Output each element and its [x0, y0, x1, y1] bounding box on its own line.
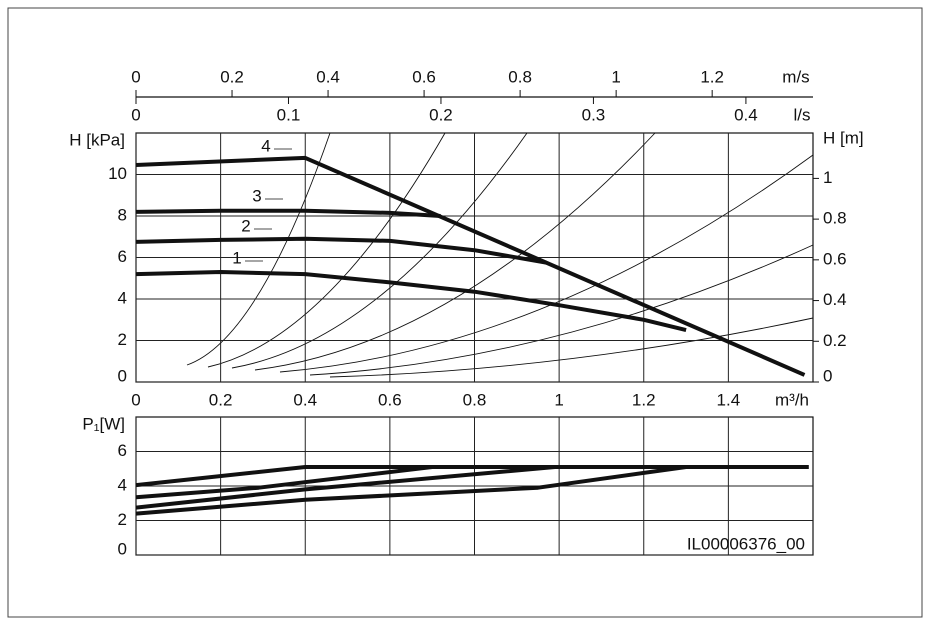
x-tick-label: 0 [131, 390, 140, 409]
curve [135, 236, 547, 265]
y2-tick-label: 0.8 [823, 209, 847, 228]
y-tick-label: 4 [118, 288, 127, 307]
y-tick-label: 2 [118, 330, 127, 349]
y-tick-label: 0 [118, 539, 127, 558]
y2-axis-label: H [m] [823, 128, 864, 147]
y-tick-label: 0 [118, 366, 127, 385]
top-axis-tick-label: 1.2 [700, 67, 724, 86]
y-axis-label: H [kPa] [69, 130, 125, 149]
system-curve [186, 132, 331, 366]
curve-label: 4 [261, 136, 270, 155]
system-curve [279, 154, 814, 373]
curve-label: 3 [252, 186, 261, 205]
curve [135, 465, 433, 500]
curve [135, 465, 809, 488]
x-tick-label: 1 [554, 390, 563, 409]
top-axis-tick-label: 0 [131, 67, 140, 86]
top-axis-tick-label: 0.8 [508, 67, 532, 86]
top-axis-tick-label: 1 [611, 67, 620, 86]
x-tick-label: 1.4 [717, 390, 741, 409]
top-axis-tick-label: 0.4 [734, 105, 758, 124]
x-tick-label: 0.2 [209, 390, 233, 409]
top-axis-label: m/s [782, 67, 809, 86]
system-curves [186, 132, 814, 378]
x-tick-label: 1.2 [632, 390, 656, 409]
top-axis-tick-label: 0.1 [277, 105, 301, 124]
curve [135, 155, 806, 377]
top-axis-tick-label: 0.6 [412, 67, 436, 86]
y2-tick-label: 0 [823, 366, 832, 385]
curve [135, 208, 441, 218]
top-axis-tick-label: 0.2 [220, 67, 244, 86]
top-axis-tick-label: 0.3 [582, 105, 606, 124]
y-axis-label: P₁[W] [82, 414, 125, 433]
system-curve [254, 132, 656, 371]
top-axis-label: l/s [794, 105, 811, 124]
y-tick-label: 4 [118, 475, 127, 494]
curve [135, 270, 687, 333]
y2-tick-label: 0.2 [823, 331, 847, 350]
y-tick-label: 6 [118, 247, 127, 266]
top-axis-tick-label: 0 [131, 105, 140, 124]
y2-tick-label: 1 [823, 168, 832, 187]
y-tick-label: 2 [118, 510, 127, 529]
system-curve [207, 132, 446, 368]
x-tick-label: 0.6 [378, 390, 402, 409]
top-axis-tick-label: 0.2 [429, 105, 453, 124]
y-tick-label: 6 [118, 441, 127, 460]
y2-tick-label: 0.4 [823, 290, 847, 309]
top-axis-tick-label: 0.4 [316, 67, 340, 86]
system-curve [329, 317, 814, 378]
x-tick-label: 0.8 [463, 390, 487, 409]
curve [135, 465, 687, 516]
x-axis-label: m³/h [775, 390, 809, 409]
frame [7, 7, 923, 618]
annotation: IL00006376_00 [687, 534, 805, 553]
y-tick-label: 8 [118, 205, 127, 224]
x-tick-label: 0.4 [293, 390, 317, 409]
y2-tick-label: 0.6 [823, 249, 847, 268]
y-tick-label: 10 [108, 164, 127, 183]
system-curve [309, 244, 814, 376]
curve [135, 465, 556, 510]
curve-label: 1 [232, 248, 241, 267]
curve-label: 2 [241, 216, 250, 235]
system-curve [231, 132, 528, 369]
